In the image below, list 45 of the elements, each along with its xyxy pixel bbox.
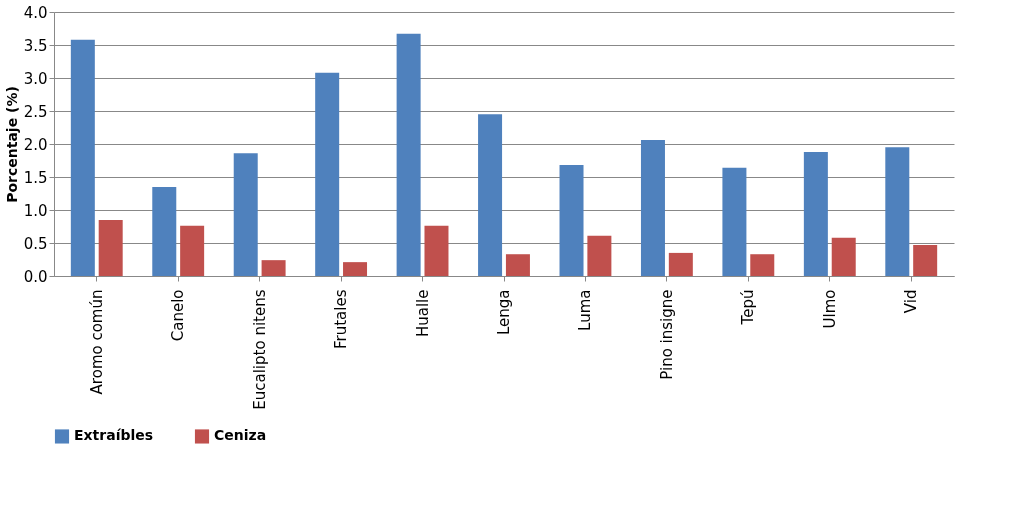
x-tick-label: Eucalipto nitens bbox=[250, 289, 269, 410]
y-tick-label: 2.5 bbox=[23, 102, 48, 121]
bar bbox=[478, 114, 503, 276]
y-tick-label: 1.5 bbox=[23, 168, 48, 187]
bar bbox=[913, 244, 938, 276]
bar bbox=[261, 260, 286, 276]
x-tick-label: Luma bbox=[576, 289, 595, 331]
bar bbox=[722, 167, 747, 276]
legend-label: Extraíbles bbox=[74, 427, 154, 444]
bar bbox=[505, 254, 530, 276]
bar bbox=[396, 33, 421, 276]
x-tick-label: Vid bbox=[902, 289, 921, 314]
bar bbox=[424, 225, 449, 276]
legend-label: Ceniza bbox=[214, 427, 267, 444]
x-tick-label: Canelo bbox=[169, 289, 188, 342]
y-tick-label: 0.0 bbox=[23, 267, 48, 286]
x-tick-label: Ulmo bbox=[820, 289, 839, 329]
x-tick-label: Aromo común bbox=[87, 289, 106, 395]
y-tick-label: 3.5 bbox=[23, 36, 48, 55]
bar bbox=[315, 72, 340, 276]
y-tick-label: 0.5 bbox=[23, 234, 48, 253]
y-tick-label: 4.0 bbox=[23, 3, 48, 22]
bar bbox=[70, 39, 95, 276]
bar bbox=[233, 153, 258, 276]
bar bbox=[668, 252, 693, 276]
bar bbox=[803, 151, 828, 276]
x-tick-label: Hualle bbox=[413, 289, 432, 338]
bar bbox=[152, 186, 177, 276]
y-axis-title: Porcentaje (%) bbox=[3, 86, 20, 203]
y-tick-label: 1.0 bbox=[23, 201, 48, 220]
bar bbox=[885, 147, 910, 276]
bar bbox=[640, 140, 665, 276]
bar bbox=[559, 165, 584, 276]
bar bbox=[587, 235, 612, 276]
y-tick-label: 3.0 bbox=[23, 69, 48, 88]
bar bbox=[750, 254, 775, 276]
x-tick-label: Pino insigne bbox=[657, 289, 676, 380]
bar bbox=[98, 219, 123, 276]
x-tick-label: Frutales bbox=[332, 289, 351, 349]
y-tick-label: 2.0 bbox=[23, 135, 48, 154]
bar bbox=[831, 237, 856, 276]
bar bbox=[180, 225, 205, 276]
x-tick-label: Tepú bbox=[739, 289, 758, 326]
x-tick-label: Lenga bbox=[495, 289, 513, 336]
bar bbox=[343, 262, 368, 276]
